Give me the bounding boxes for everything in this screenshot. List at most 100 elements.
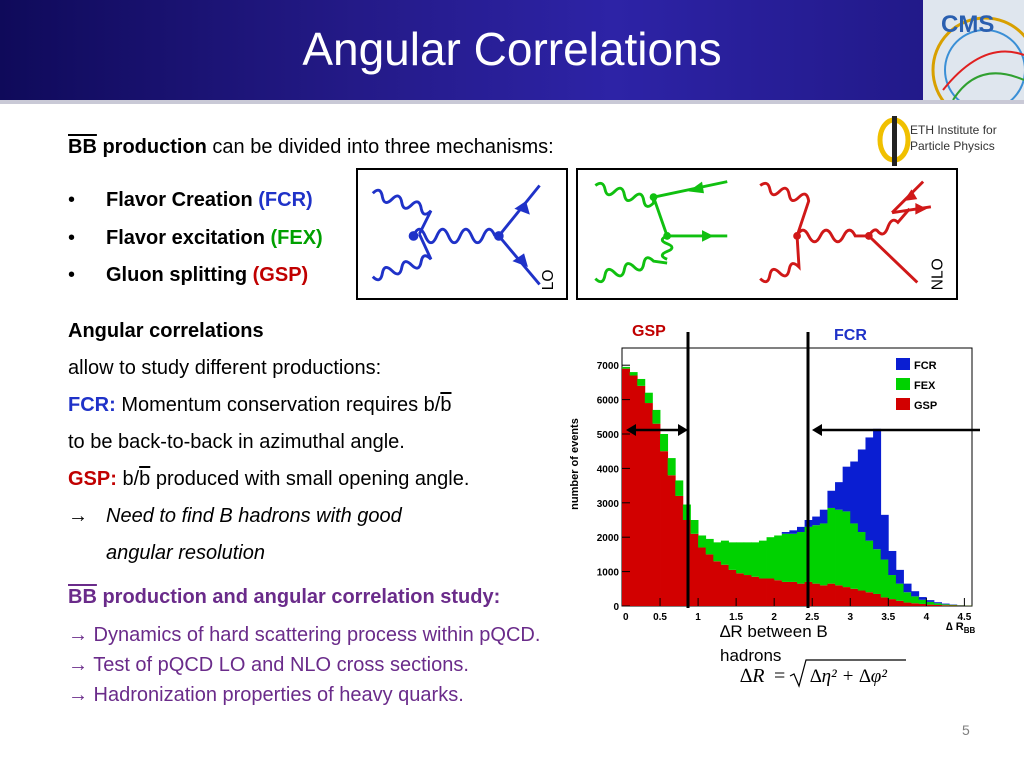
hist-bar-gsp bbox=[819, 585, 828, 606]
vertex bbox=[663, 232, 671, 240]
arrow-icon bbox=[514, 201, 530, 215]
hist-bar-gsp bbox=[705, 554, 714, 606]
hist-bar-fex bbox=[903, 592, 912, 603]
hist-bar-gsp bbox=[675, 495, 684, 606]
hist-bar-fex bbox=[622, 366, 631, 369]
hist-bar-fex bbox=[774, 535, 783, 581]
arrow-icon bbox=[915, 202, 927, 215]
hist-bar-fex bbox=[705, 538, 714, 555]
x-tick-label: 0.5 bbox=[653, 612, 667, 623]
legend-label-fex: FEX bbox=[914, 380, 936, 392]
bullet-fex-label: Flavor excitation bbox=[106, 227, 271, 249]
hist-bar-gsp bbox=[629, 375, 638, 606]
y-tick-label: 0 bbox=[613, 602, 619, 613]
hist-bar-gsp bbox=[873, 593, 882, 606]
formula-lhs: ∆R bbox=[740, 665, 764, 687]
hist-bar-fex bbox=[644, 392, 653, 404]
hist-bar-gsp bbox=[644, 403, 653, 606]
angular-line1: allow to study different productions: bbox=[68, 357, 382, 379]
hist-bar-fcr bbox=[888, 550, 897, 576]
hist-bar-fcr bbox=[941, 603, 950, 605]
eth-logo: ETH Institute for Particle Physics bbox=[877, 116, 997, 166]
hist-bar-gsp bbox=[812, 583, 821, 606]
vertex bbox=[793, 232, 801, 240]
hist-bar-gsp bbox=[720, 564, 729, 606]
arrow-icon: → bbox=[68, 505, 88, 527]
arrow-icon bbox=[903, 189, 918, 202]
hist-bar-gsp bbox=[941, 605, 950, 606]
hist-bar-fcr bbox=[918, 597, 927, 600]
hist-bar-fex bbox=[766, 537, 775, 579]
hist-bar-fex bbox=[941, 604, 950, 606]
x-tick-label: 3 bbox=[847, 612, 853, 623]
study-bb: BB bbox=[68, 586, 97, 608]
legend-swatch-fex bbox=[896, 378, 910, 390]
hist-bar-fex bbox=[827, 507, 836, 584]
hist-bar-fex bbox=[736, 542, 745, 574]
y-tick-label: 4000 bbox=[597, 464, 620, 475]
hist-bar-fex bbox=[751, 542, 760, 577]
hist-bar-fcr bbox=[781, 532, 790, 534]
gluon-line bbox=[660, 234, 674, 261]
study-item: → Test of pQCD LO and NLO cross sections… bbox=[68, 654, 469, 676]
x-tick-label: 0 bbox=[623, 612, 629, 623]
hist-bar-fex bbox=[667, 458, 676, 476]
gsp-text1: b/ bbox=[116, 468, 140, 490]
hist-bar-fex bbox=[857, 532, 866, 591]
hist-bar-gsp bbox=[880, 597, 889, 606]
hist-bar-gsp bbox=[926, 604, 935, 606]
x-tick-label: 1 bbox=[695, 612, 701, 623]
hist-bar-fex bbox=[911, 596, 920, 604]
hist-bar-gsp bbox=[888, 599, 897, 606]
hist-bar-fex bbox=[933, 603, 942, 605]
title-underline bbox=[0, 100, 1024, 104]
hist-bar-fcr bbox=[819, 509, 828, 524]
intro-bb: BB bbox=[68, 136, 97, 158]
hist-bar-fex bbox=[880, 559, 889, 598]
hist-bar-gsp bbox=[766, 578, 775, 606]
cms-logo: CMS bbox=[923, 0, 1024, 100]
bullet-dot: • bbox=[68, 264, 76, 286]
legend-swatch-gsp bbox=[896, 398, 910, 410]
hist-bar-gsp bbox=[895, 600, 904, 606]
hist-bar-gsp bbox=[728, 569, 737, 606]
angular-line3: to be back-to-back in azimuthal angle. bbox=[68, 431, 405, 453]
vertex bbox=[408, 231, 419, 241]
hist-bar-fcr bbox=[857, 449, 866, 533]
title-bar bbox=[0, 0, 1024, 100]
bullet-fcr-label: Flavor Creation bbox=[106, 189, 259, 211]
hist-bar-gsp bbox=[827, 583, 836, 606]
study-item: → Hadronization properties of heavy quar… bbox=[68, 684, 464, 706]
x-tick-label: 2 bbox=[771, 612, 777, 623]
study-item: → Dynamics of hard scattering process wi… bbox=[68, 624, 541, 646]
arrow-icon bbox=[626, 424, 636, 436]
y-tick-label: 1000 bbox=[597, 568, 620, 579]
hist-bar-fex bbox=[819, 523, 828, 586]
need-line2: angular resolution bbox=[106, 542, 265, 564]
hist-bar-fex bbox=[781, 533, 790, 582]
hist-bar-fcr bbox=[880, 514, 889, 560]
hist-bar-gsp bbox=[690, 533, 699, 606]
hist-bar-fex bbox=[835, 509, 844, 586]
hist-bar-gsp bbox=[903, 602, 912, 606]
hist-bar-gsp bbox=[758, 578, 767, 606]
legend: FCR FEX GSP bbox=[896, 358, 937, 412]
hist-bar-fcr bbox=[895, 569, 904, 584]
gluon-line bbox=[371, 188, 433, 235]
hist-bar-gsp bbox=[637, 385, 646, 606]
hist-bar-fex bbox=[660, 434, 669, 452]
hist-bar-fcr bbox=[903, 583, 912, 593]
hist-bar-fex bbox=[743, 542, 752, 576]
y-tick-label: 5000 bbox=[597, 430, 620, 441]
feynman-diagram-lo: LO bbox=[356, 168, 568, 300]
hist-bar-gsp bbox=[850, 588, 859, 606]
sqrt-sign bbox=[789, 659, 906, 688]
quark-line bbox=[653, 180, 728, 199]
intro-bold: production bbox=[96, 136, 207, 158]
formula-rhs: ∆η² + ∆φ² bbox=[810, 666, 887, 687]
hist-bar-gsp bbox=[911, 603, 920, 606]
hist-bar-fcr bbox=[812, 516, 821, 526]
y-tick-label: 6000 bbox=[597, 396, 620, 407]
quark-line bbox=[867, 234, 919, 284]
y-tick-label: 2000 bbox=[597, 533, 620, 544]
